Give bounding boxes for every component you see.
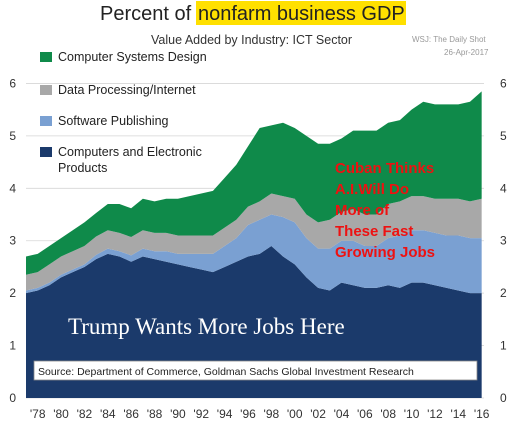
y-tick-label-right: 6 [500, 76, 507, 90]
annotation-line: More of [335, 202, 390, 219]
x-tick-label: '04 [334, 407, 350, 421]
legend-swatch [40, 52, 52, 62]
y-tick-label-right: 3 [500, 234, 507, 248]
y-tick-label-left: 6 [9, 76, 16, 90]
legend-label: Computer Systems Design [58, 50, 207, 64]
legend-swatch [40, 85, 52, 95]
y-tick-label-left: 5 [9, 129, 16, 143]
credit-source: WSJ: The Daily Shot [412, 35, 486, 44]
legend-label: Data Processing/Internet [58, 83, 196, 97]
area-series-1 [26, 245, 482, 398]
x-axis: '78 '80 '82 '84 '86 '88 '90 '92 '94 '96 '98 '00 '02 '… [30, 407, 490, 421]
y-tick-label-left: 4 [9, 181, 16, 195]
y-tick-label-left: 0 [9, 391, 16, 405]
x-tick-label: '82 [77, 407, 93, 421]
annotation-line: Cuban Thinks [335, 160, 434, 177]
annotation-line: A.I.Will Do [335, 181, 409, 198]
legend: Computer Systems Design Data Processing/I… [40, 50, 207, 175]
x-tick-label: '16 [474, 407, 490, 421]
x-tick-label: '08 [380, 407, 396, 421]
legend-label: Computers and Electronic [58, 145, 202, 159]
y-tick-label-left: 3 [9, 234, 16, 248]
x-tick-label: '80 [53, 407, 69, 421]
area-series-2 [26, 214, 482, 294]
legend-swatch [40, 147, 52, 157]
y-axis-left: 0 1 2 3 4 5 6 [9, 76, 16, 405]
x-tick-label: '86 [123, 407, 139, 421]
x-tick-label: '02 [310, 407, 326, 421]
x-tick-label: '88 [147, 407, 163, 421]
title-highlight-box [196, 1, 406, 25]
y-tick-label-right: 5 [500, 129, 507, 143]
source-box-background [33, 360, 478, 381]
area-series-3 [26, 193, 482, 291]
y-tick-label-right: 0 [500, 391, 507, 405]
x-tick-label: '98 [264, 407, 280, 421]
chart-title-highlight: nonfarm business GDP [198, 3, 405, 25]
legend-swatch [40, 116, 52, 126]
annotation-line: These Fast [335, 223, 413, 240]
area-series-4 [26, 91, 482, 275]
y-tick-label-right: 2 [500, 286, 507, 300]
stacked-areas [26, 91, 482, 398]
x-tick-label: '10 [404, 407, 420, 421]
source-box: Source: Department of Commerce, Goldman … [33, 360, 478, 381]
y-axis-right: 0 1 2 3 4 5 6 [500, 76, 507, 405]
chart-title: Percent of nonfarm business GDP [100, 1, 406, 25]
x-tick-label: '90 [170, 407, 186, 421]
legend-label: Software Publishing [58, 114, 169, 128]
x-tick-label: '78 [30, 407, 46, 421]
source-note: Source: Department of Commerce, Goldman … [38, 366, 414, 378]
y-tick-label-right: 4 [500, 181, 507, 195]
annotation-callout: Cuban Thinks A.I.Will Do More of These Fast… [335, 160, 435, 261]
x-tick-label: '84 [100, 407, 116, 421]
x-tick-label: '94 [217, 407, 233, 421]
x-tick-label: '92 [193, 407, 209, 421]
x-tick-label: '12 [427, 407, 443, 421]
annotation-line: Growing Jobs [335, 244, 435, 261]
x-tick-label: '06 [357, 407, 373, 421]
x-tick-label: '96 [240, 407, 256, 421]
legend-label: Products [58, 161, 107, 175]
x-tick-label: '00 [287, 407, 303, 421]
chart-subtitle: Value Added by Industry: ICT Sector [151, 33, 352, 47]
y-tick-label-left: 1 [9, 339, 16, 353]
credit-date: 26-Apr-2017 [444, 48, 489, 57]
overlay-caption: Trump Wants More Jobs Here [68, 314, 345, 339]
y-tick-label-left: 2 [9, 286, 16, 300]
chart-title-prefix: Percent of [100, 3, 192, 25]
x-tick-label: '14 [450, 407, 466, 421]
y-tick-label-right: 1 [500, 339, 507, 353]
